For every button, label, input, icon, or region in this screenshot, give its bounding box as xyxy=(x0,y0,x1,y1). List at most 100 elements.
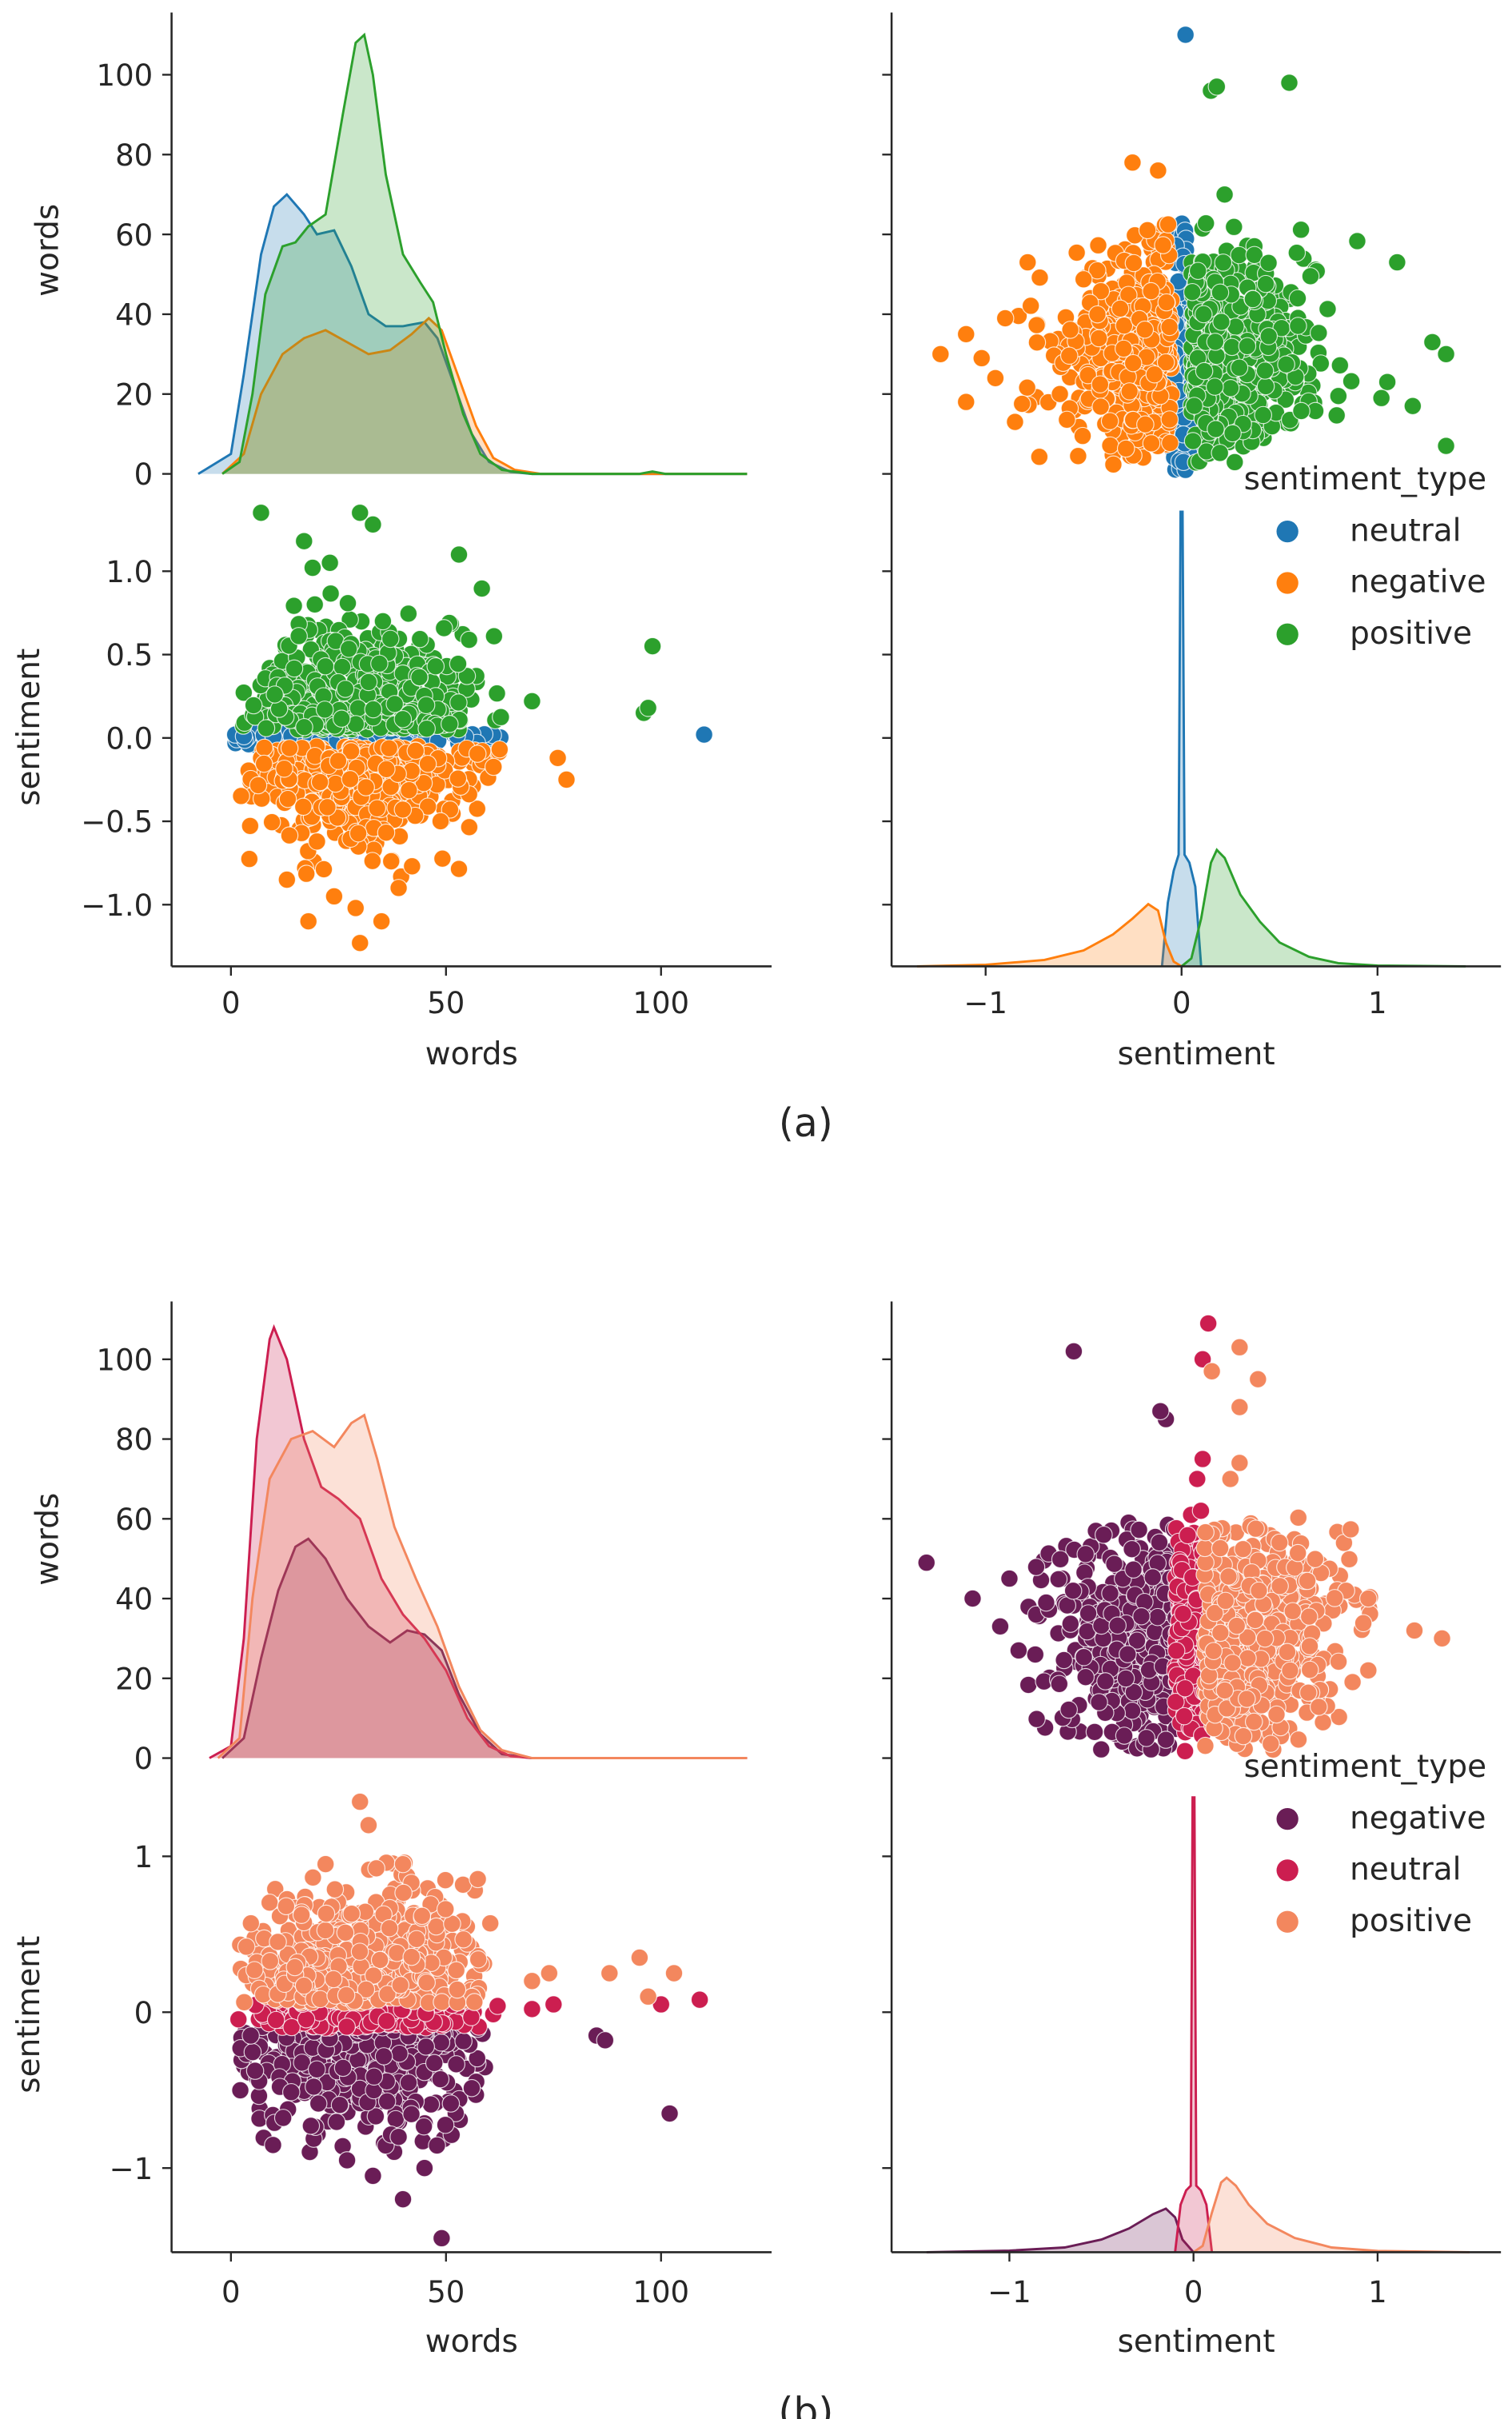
x-tick-label: 100 xyxy=(632,986,689,1020)
point-negative xyxy=(1100,412,1119,430)
kde-line-negative xyxy=(916,902,1183,968)
point-negative xyxy=(433,849,452,868)
point-negative xyxy=(596,2031,615,2050)
point-positive xyxy=(338,593,357,613)
point-negative xyxy=(415,2158,434,2177)
point-positive xyxy=(436,1900,455,1918)
point-positive xyxy=(350,1792,369,1811)
point-negative xyxy=(425,2054,444,2073)
point-positive xyxy=(454,1930,473,1949)
point-negative xyxy=(1051,1550,1070,1569)
point-positive xyxy=(342,1904,361,1923)
legend-marker-positive xyxy=(1276,623,1299,645)
point-negative xyxy=(1123,153,1142,172)
point-negative xyxy=(293,797,313,816)
point-positive xyxy=(391,1976,410,1994)
point-positive xyxy=(434,619,453,637)
point-negative xyxy=(277,870,297,889)
point-positive xyxy=(333,657,352,677)
point-positive xyxy=(1301,267,1320,285)
point-negative xyxy=(1101,436,1119,455)
point-neutral xyxy=(1176,26,1195,44)
point-negative xyxy=(1027,333,1047,352)
scatter-words-vs-sentiment xyxy=(229,1792,709,2248)
point-positive xyxy=(311,1990,329,2009)
point-negative xyxy=(449,769,468,788)
point-negative xyxy=(418,754,437,773)
point-negative xyxy=(460,818,479,836)
point-neutral xyxy=(1187,1470,1207,1488)
point-negative xyxy=(309,2094,328,2113)
point-negative xyxy=(377,760,396,779)
point-negative xyxy=(1018,378,1036,397)
point-negative xyxy=(1091,375,1110,393)
point-negative xyxy=(393,2189,413,2209)
point-neutral xyxy=(489,1997,507,2015)
point-negative xyxy=(310,772,329,792)
point-positive xyxy=(393,1854,413,1874)
point-negative xyxy=(400,780,418,800)
point-negative xyxy=(363,852,382,870)
point-positive xyxy=(448,1980,467,1999)
point-positive xyxy=(295,717,313,736)
point-negative xyxy=(1137,1729,1156,1747)
point-positive xyxy=(257,719,276,737)
point-negative xyxy=(484,757,503,776)
point-negative xyxy=(1006,413,1024,431)
point-positive xyxy=(269,1933,287,1951)
point-positive xyxy=(1194,305,1213,324)
point-negative xyxy=(327,2113,346,2131)
point-negative xyxy=(432,2033,451,2052)
point-positive xyxy=(317,1904,336,1923)
point-positive xyxy=(1183,282,1202,301)
point-positive xyxy=(381,629,400,649)
point-negative xyxy=(1074,269,1093,289)
point-negative xyxy=(386,2110,405,2129)
point-positive xyxy=(1230,245,1249,265)
point-positive xyxy=(540,1964,559,1982)
point-negative xyxy=(995,309,1015,328)
point-negative xyxy=(399,2074,418,2092)
point-negative xyxy=(346,899,365,917)
y-tick-label: 1.0 xyxy=(106,555,153,589)
point-negative xyxy=(660,2104,679,2123)
point-negative xyxy=(264,2136,282,2154)
point-positive xyxy=(1348,232,1366,250)
kde-fill-positive xyxy=(1193,2177,1470,2253)
point-negative xyxy=(1116,1669,1135,1688)
point-positive xyxy=(1292,401,1311,421)
point-negative xyxy=(372,912,391,931)
point-positive xyxy=(316,1854,335,1874)
point-negative xyxy=(301,2117,321,2135)
point-negative xyxy=(333,2058,353,2078)
point-positive xyxy=(1314,1713,1332,1732)
point-positive xyxy=(1225,453,1244,472)
point-negative xyxy=(403,857,421,876)
point-negative xyxy=(1009,1641,1028,1660)
point-negative xyxy=(1026,1645,1045,1664)
scatter-words-vs-sentiment xyxy=(225,503,713,952)
point-negative xyxy=(1069,447,1087,465)
point-positive xyxy=(1230,358,1249,377)
point-negative xyxy=(243,2042,262,2062)
point-positive xyxy=(364,515,382,534)
point-positive xyxy=(417,1973,436,1992)
point-positive xyxy=(315,701,334,719)
point-negative xyxy=(441,800,460,819)
point-positive xyxy=(1206,333,1225,351)
point-positive xyxy=(449,545,469,564)
point-positive xyxy=(1224,218,1243,237)
point-negative xyxy=(1105,1555,1123,1574)
point-positive xyxy=(1289,1508,1308,1527)
x-axis-label: words xyxy=(425,1036,518,1072)
point-positive xyxy=(1221,379,1240,397)
kde-sentiment-diagonal xyxy=(916,510,1466,968)
point-positive xyxy=(359,673,378,692)
point-positive xyxy=(1310,1698,1328,1716)
point-positive xyxy=(285,1958,305,1977)
point-negative xyxy=(991,1617,1010,1636)
kde-fill-positive xyxy=(1181,849,1466,967)
x-tick-label: 1 xyxy=(1368,986,1387,1020)
point-negative xyxy=(325,887,344,906)
